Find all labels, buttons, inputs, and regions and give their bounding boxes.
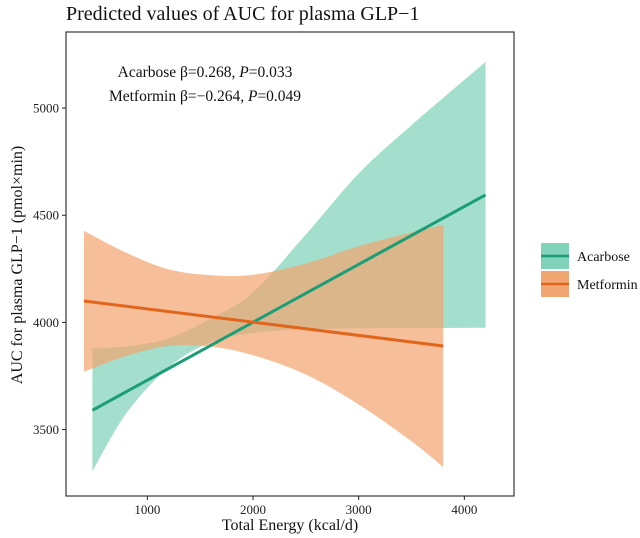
- chart-title: Predicted values of AUC for plasma GLP−1: [66, 3, 420, 25]
- legend-label-acarbose: Acarbose: [577, 250, 630, 265]
- y-axis-title: AUC for plasma GLP−1 (pmol×min): [9, 146, 26, 384]
- confidence-bands: [84, 62, 486, 472]
- x-tick-label: 3000: [346, 502, 372, 517]
- fit-lines: [83, 193, 487, 412]
- y-tick-label: 3500: [33, 422, 59, 437]
- ci-band-metformin: [84, 224, 444, 468]
- y-axis-ticks: 3500 4000 4500 5000: [33, 101, 66, 437]
- fit-line-metformin: [83, 299, 444, 348]
- ci-band-acarbose: [92, 62, 486, 472]
- annotation-metformin: Metformin β=−0.264, P=0.049: [109, 88, 301, 105]
- legend-label-metformin: Metformin: [577, 278, 638, 293]
- legend: Acarbose Metformin: [541, 243, 638, 297]
- y-tick-label: 4000: [33, 315, 59, 330]
- annotation-acarbose: Acarbose β=0.268, P=0.033: [118, 64, 293, 81]
- x-tick-label: 4000: [451, 502, 477, 517]
- fit-line-acarbose: [91, 193, 487, 412]
- y-tick-label: 5000: [33, 101, 59, 116]
- x-tick-label: 1000: [134, 502, 160, 517]
- y-tick-label: 4500: [33, 208, 59, 223]
- x-axis-ticks: 1000 2000 3000 4000: [134, 496, 477, 517]
- x-axis-title: Total Energy (kcal/d): [222, 517, 358, 534]
- x-tick-label: 2000: [240, 502, 266, 517]
